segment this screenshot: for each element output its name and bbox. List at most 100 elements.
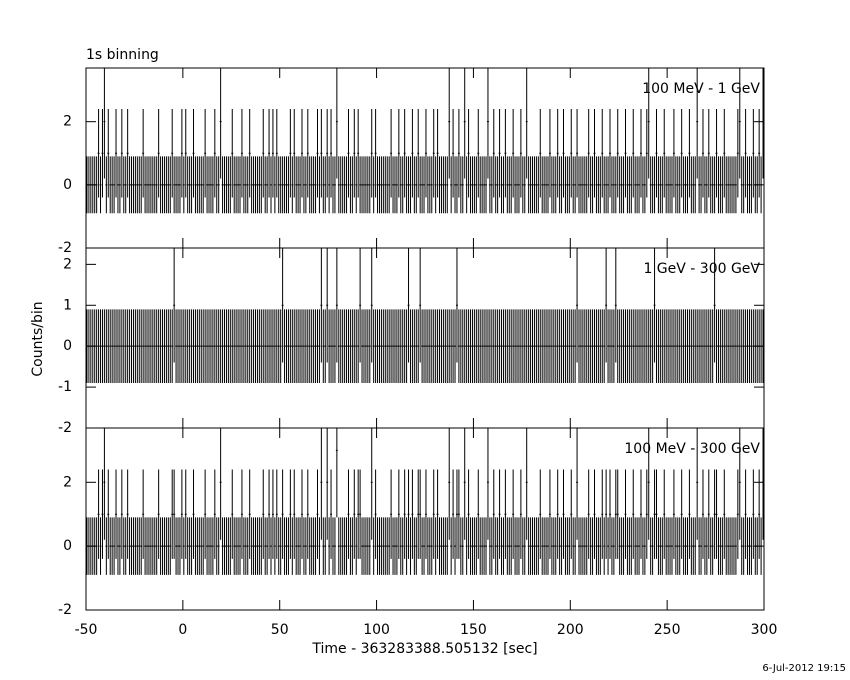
error-bar	[436, 109, 439, 198]
error-bar	[169, 156, 172, 214]
error-bar	[283, 309, 286, 383]
error-bar	[525, 428, 528, 540]
error-bar	[711, 309, 714, 383]
error-bar	[467, 469, 470, 559]
error-bar	[388, 517, 391, 575]
error-bar	[733, 156, 735, 214]
error-bar	[411, 109, 414, 198]
error-bar	[541, 309, 544, 383]
error-bar	[376, 156, 379, 214]
error-bar	[622, 309, 625, 383]
error-bar	[376, 517, 379, 575]
error-bar	[306, 109, 309, 198]
error-bar	[702, 109, 704, 198]
error-bar	[140, 156, 143, 214]
error-bar	[579, 517, 582, 575]
error-bar	[432, 309, 435, 383]
error-bar	[341, 309, 344, 383]
error-bar	[151, 517, 154, 575]
error-bar	[165, 309, 168, 383]
error-bar	[667, 156, 670, 214]
error-bar	[729, 156, 732, 214]
error-bar	[153, 309, 156, 383]
error-bar	[357, 109, 360, 198]
error-bar	[669, 156, 672, 214]
error-bar	[539, 109, 542, 198]
error-bar	[366, 156, 369, 214]
error-bar	[273, 517, 276, 575]
error-bar	[198, 517, 201, 575]
error-bar	[130, 309, 133, 383]
error-bar	[260, 309, 263, 383]
error-bar	[140, 517, 143, 575]
error-bar	[585, 517, 588, 575]
error-bar	[415, 517, 418, 575]
error-bar	[217, 309, 220, 383]
error-bar	[105, 309, 108, 383]
error-bar	[634, 156, 637, 214]
error-bar	[202, 517, 205, 575]
error-bar	[426, 156, 429, 214]
error-bar	[566, 156, 569, 214]
error-bar	[640, 469, 642, 559]
error-bar	[744, 309, 747, 383]
error-bar	[388, 309, 391, 383]
error-bar	[589, 309, 592, 383]
error-bar	[308, 517, 311, 575]
y-tick-label: -2	[58, 240, 72, 256]
error-bar	[386, 309, 389, 383]
error-bar	[256, 309, 259, 383]
error-bar	[690, 309, 693, 383]
error-bar	[115, 309, 117, 383]
error-bar	[440, 156, 443, 214]
error-bar	[413, 156, 416, 214]
error-bar	[581, 517, 584, 575]
error-bar	[364, 156, 367, 214]
error-bar	[132, 517, 135, 575]
error-bar	[521, 156, 524, 214]
error-bar	[632, 109, 635, 198]
error-bar	[235, 309, 238, 383]
error-bar	[717, 517, 720, 575]
error-bar	[268, 469, 271, 559]
error-bar	[517, 517, 520, 575]
error-bar	[450, 517, 453, 575]
error-bar	[570, 309, 573, 383]
error-bar	[616, 109, 619, 198]
error-bar	[430, 156, 433, 214]
error-bar	[694, 156, 697, 214]
error-bar	[239, 517, 241, 575]
error-bar	[729, 517, 732, 575]
error-bar	[568, 156, 571, 214]
error-bar	[438, 156, 441, 214]
error-bar	[585, 156, 588, 214]
error-bar	[281, 248, 284, 363]
error-bar	[341, 517, 344, 575]
error-bar	[702, 469, 704, 559]
error-bar	[297, 309, 300, 383]
error-bar	[279, 156, 282, 214]
error-bar	[359, 248, 362, 363]
error-bar	[161, 517, 164, 575]
error-bar	[180, 309, 183, 383]
error-bar	[461, 156, 464, 214]
error-bar	[382, 517, 385, 575]
error-bar	[299, 517, 302, 575]
error-bar	[657, 309, 660, 383]
error-bar	[508, 156, 511, 214]
error-bar	[707, 469, 710, 559]
error-bar	[566, 309, 569, 383]
error-bar	[523, 156, 526, 214]
error-bar	[295, 309, 298, 383]
error-bar	[318, 517, 321, 575]
error-bar	[643, 309, 646, 383]
error-bar	[182, 156, 185, 214]
x-axis-label: Time - 363283388.505132 [sec]	[311, 641, 537, 657]
error-bar	[211, 517, 214, 575]
error-bar	[248, 109, 251, 198]
error-bar	[144, 517, 147, 575]
error-bar	[178, 309, 181, 383]
error-bar	[357, 309, 360, 383]
error-bar	[641, 156, 644, 214]
